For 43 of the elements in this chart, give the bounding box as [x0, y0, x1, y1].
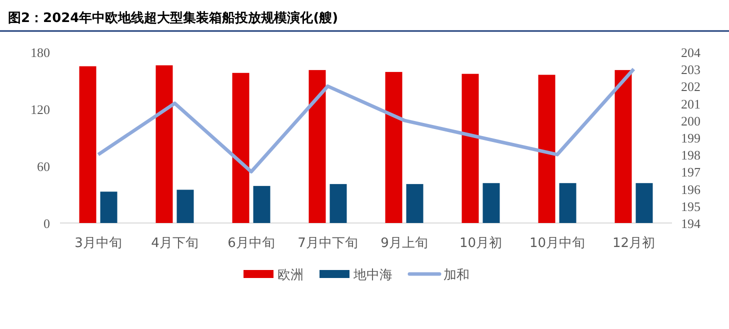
- bar: [156, 65, 173, 223]
- y2-tick-label: 196: [681, 182, 701, 197]
- y2-tick-label: 201: [681, 96, 700, 112]
- x-tick-label: 12月初: [612, 236, 656, 251]
- y2-tick-label: 195: [681, 198, 700, 214]
- bar: [538, 74, 556, 223]
- bar: [253, 186, 270, 223]
- y-tick-label: 180: [30, 45, 50, 60]
- y-tick-label: 60: [37, 159, 50, 174]
- x-tick-label: 9月上旬: [380, 236, 428, 251]
- bar: [406, 184, 424, 223]
- x-tick-label: 7月中下旬: [298, 236, 358, 251]
- y2-tick-label: 197: [681, 164, 701, 180]
- bar: [482, 183, 500, 223]
- bar: [330, 184, 347, 223]
- bar: [308, 70, 326, 223]
- bar: [614, 70, 632, 223]
- y2-tick-label: 198: [681, 148, 700, 163]
- chart-title: 图2：2024年中欧地线超大型集装箱船投放规模演化(艘): [8, 10, 338, 26]
- bar: [462, 74, 479, 223]
- bar: [559, 183, 576, 223]
- y2-tick-label: 202: [681, 79, 700, 94]
- y2-tick-label: 200: [681, 113, 700, 128]
- x-tick-label: 10月中旬: [529, 236, 586, 251]
- bar: [385, 72, 402, 223]
- bar: [636, 183, 653, 223]
- bar: [176, 190, 194, 223]
- x-tick-label: 10月初: [459, 236, 502, 251]
- y2-tick-label: 194: [681, 216, 701, 231]
- y-tick-label: 0: [44, 216, 50, 231]
- bar: [100, 192, 118, 223]
- x-tick-label: 6月中旬: [228, 236, 275, 251]
- x-tick-label: 4月下旬: [151, 236, 198, 251]
- x-tick-label: 3月中旬: [74, 236, 122, 251]
- y-tick-label: 120: [30, 102, 50, 117]
- legend-label: 加和: [444, 268, 470, 283]
- y2-tick-label: 199: [681, 130, 700, 146]
- bar: [79, 66, 96, 223]
- legend-label: 欧洲: [278, 268, 304, 283]
- bar: [232, 72, 250, 223]
- y2-tick-label: 203: [681, 62, 700, 78]
- y2-tick-label: 204: [681, 45, 701, 60]
- legend-label: 地中海: [352, 268, 392, 283]
